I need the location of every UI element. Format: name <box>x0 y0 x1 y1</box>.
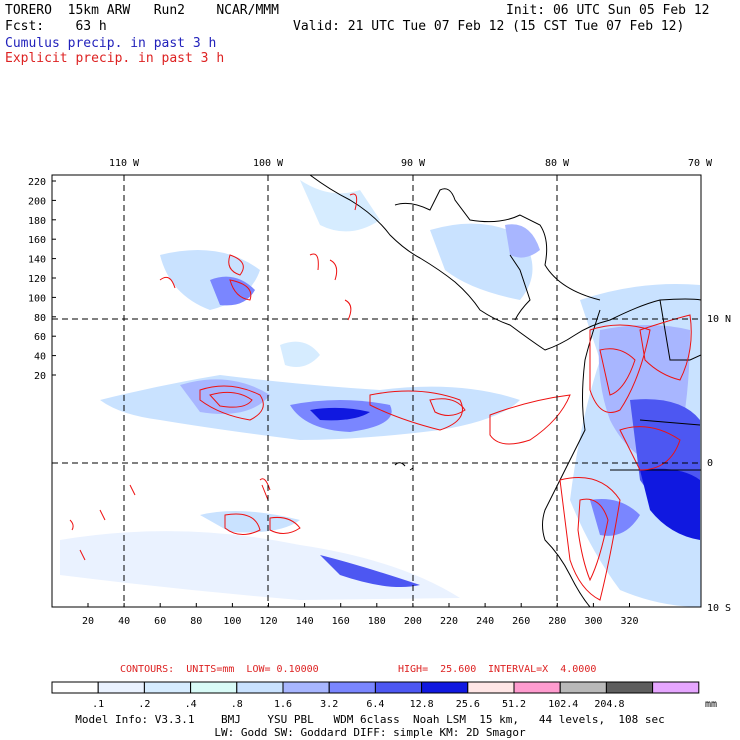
colorbar-swatch <box>652 681 700 694</box>
colorbar-tick-label: 6.4 <box>366 699 385 710</box>
colorbar-tick-label: 204.8 <box>594 699 625 710</box>
y-tick-label: 120 <box>28 274 46 285</box>
colorbar-swatch <box>143 681 192 694</box>
colorbar-tick-label: .8 <box>230 699 243 710</box>
explicit-field-label: Explicit precip. in past 3 h <box>5 51 225 66</box>
y-tick-label: 40 <box>34 352 46 363</box>
colorbar-tick-label: 3.2 <box>320 699 339 710</box>
model-info-line1: Model Info: V3.3.1 BMJ YSU PBL WDM 6clas… <box>75 713 665 726</box>
colorbar-swatch <box>421 681 469 694</box>
forecast-hour: Fcst: 63 h <box>5 19 107 34</box>
precip-fill-layer <box>52 175 701 607</box>
colorbar <box>51 681 700 694</box>
x-tick-label: 200 <box>404 616 422 627</box>
model-info-line2: LW: Godd SW: Goddard DIFF: simple KM: 2D… <box>214 726 526 739</box>
contour-interval: INTERVAL=X 4.0000 <box>488 664 597 675</box>
colorbar-swatch <box>374 681 423 694</box>
explicit-contour-layer <box>69 193 692 601</box>
lon-label-90w: 90 W <box>401 158 426 169</box>
x-tick-label: 260 <box>512 616 530 627</box>
lon-label-110w: 110 W <box>109 158 140 169</box>
colorbar-tick-label: 25.6 <box>455 699 480 710</box>
x-tick-label: 300 <box>584 616 602 627</box>
y-tick-label: 100 <box>28 293 46 304</box>
lat-label-0: 0 <box>707 458 713 469</box>
y-grid-axis: 220 200 180 160 140 120 100 80 60 40 20 <box>28 177 56 382</box>
x-tick-label: 220 <box>440 616 458 627</box>
colorbar-tick-label: 12.8 <box>409 699 434 710</box>
colorbar-swatch <box>467 681 515 694</box>
y-tick-label: 220 <box>28 177 46 188</box>
x-tick-label: 240 <box>476 616 494 627</box>
y-tick-label: 60 <box>34 332 46 343</box>
x-tick-label: 320 <box>620 616 638 627</box>
init-time: Init: 06 UTC Sun 05 Feb 12 <box>506 3 710 18</box>
lon-label-70w: 70 W <box>688 158 713 169</box>
y-tick-label: 80 <box>34 313 46 324</box>
colorbar-tick-label: .2 <box>138 699 151 710</box>
colorbar-swatch <box>513 681 561 694</box>
x-tick-label: 100 <box>223 616 241 627</box>
colorbar-swatch <box>51 681 99 694</box>
lat-lon-grid <box>52 175 701 607</box>
contour-high: HIGH= 25.600 <box>398 664 477 675</box>
x-tick-label: 120 <box>259 616 277 627</box>
colorbar-swatch <box>282 681 330 694</box>
lon-label-100w: 100 W <box>253 158 284 169</box>
y-tick-label: 140 <box>28 255 46 266</box>
lat-label-10n: 10 N <box>707 314 731 325</box>
colorbar-swatch <box>97 681 145 694</box>
lat-label-10s: 10 S <box>707 603 731 614</box>
x-tick-label: 80 <box>190 616 202 627</box>
colorbar-swatch <box>236 681 284 694</box>
contour-units: CONTOURS: UNITS=mm LOW= 0.10000 <box>120 664 319 675</box>
x-tick-label: 280 <box>548 616 566 627</box>
y-tick-label: 200 <box>28 196 46 207</box>
colorbar-swatch <box>328 681 376 694</box>
x-tick-label: 180 <box>368 616 386 627</box>
cumulus-field-label: Cumulus precip. in past 3 h <box>5 36 217 51</box>
x-tick-label: 160 <box>332 616 350 627</box>
colorbar-tick-label: 51.2 <box>502 699 527 710</box>
colorbar-swatch <box>605 681 654 694</box>
valid-time: Valid: 21 UTC Tue 07 Feb 12 (15 CST Tue … <box>293 19 685 34</box>
colorbar-tick-label: 102.4 <box>548 699 579 710</box>
x-tick-label: 60 <box>154 616 166 627</box>
colorbar-swatch <box>559 681 607 694</box>
x-tick-label: 140 <box>296 616 314 627</box>
x-tick-label: 20 <box>82 616 94 627</box>
y-tick-label: 160 <box>28 235 46 246</box>
y-tick-label: 180 <box>28 216 46 227</box>
colorbar-tick-label: .1 <box>92 699 105 710</box>
colorbar-tick-label: 1.6 <box>273 699 293 710</box>
colorbar-tick-label: .4 <box>184 699 197 710</box>
y-tick-label: 20 <box>34 371 46 382</box>
x-tick-label: 40 <box>118 616 130 627</box>
lon-label-80w: 80 W <box>545 158 570 169</box>
model-title: TORERO 15km ARW Run2 NCAR/MMM <box>5 3 279 18</box>
colorbar-unit: mm <box>705 699 718 710</box>
x-grid-axis: 20 40 60 80 100 120 140 160 180 200 220 240 260 280 30… <box>82 603 639 627</box>
colorbar-swatch <box>190 681 238 694</box>
